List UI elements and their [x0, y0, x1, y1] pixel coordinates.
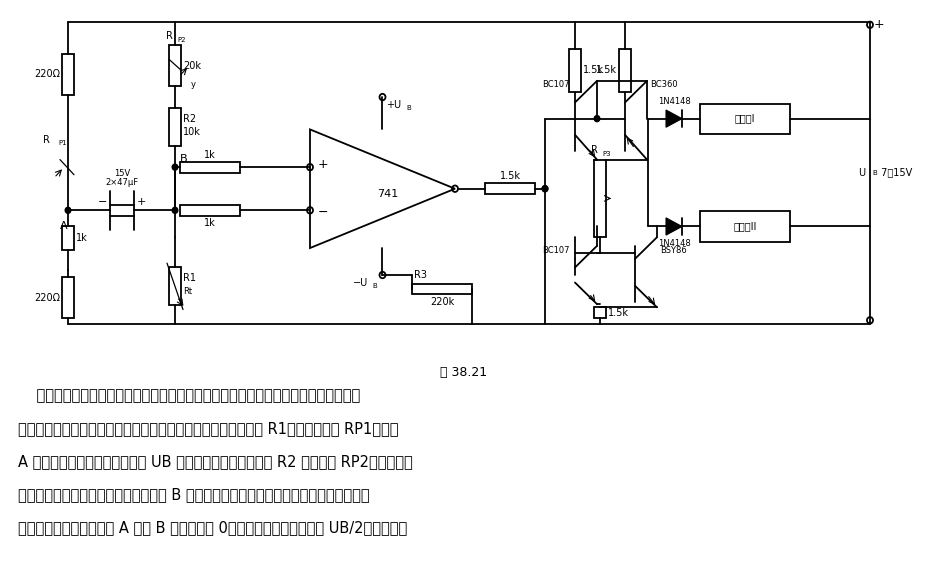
Text: 1.5k: 1.5k	[607, 308, 629, 318]
Text: BC107: BC107	[542, 246, 569, 255]
Text: 15V: 15V	[114, 169, 130, 178]
Text: 220Ω: 220Ω	[34, 69, 60, 79]
Text: 1.5k: 1.5k	[582, 65, 603, 75]
Text: 该电路由运算放大器及后接开关晶体管放大器和继电器线圈构成。运算放大器输入电: 该电路由运算放大器及后接开关晶体管放大器和继电器线圈构成。运算放大器输入电	[18, 388, 360, 403]
Circle shape	[541, 186, 547, 192]
Text: BSY86: BSY86	[659, 246, 686, 255]
Text: −U: −U	[352, 278, 367, 288]
Text: R: R	[43, 135, 50, 145]
Circle shape	[172, 164, 178, 170]
Text: 图 38.21: 图 38.21	[440, 366, 487, 379]
Text: P1: P1	[57, 141, 67, 146]
Text: 7～15V: 7～15V	[877, 168, 911, 177]
Text: 则是，它们与所采用的热敏电阻连接点 B 处的电位对于所测量的温度同样也是可调整的。: 则是，它们与所采用的热敏电阻连接点 B 处的电位对于所测量的温度同样也是可调整的…	[18, 487, 369, 502]
Text: BC360: BC360	[649, 80, 677, 88]
Text: 继电器II: 继电器II	[732, 222, 756, 231]
Text: 1.5k: 1.5k	[499, 171, 520, 181]
Text: 220k: 220k	[430, 297, 454, 307]
Text: U: U	[857, 168, 864, 177]
Text: A 点电位等于二分之一电源电压 UB 时桥路即调平衡了。电阻 R2 和电位器 RP2电阻选择原: A 点电位等于二分之一电源电压 UB 时桥路即调平衡了。电阻 R2 和电位器 R…	[18, 454, 413, 469]
Text: 1N4148: 1N4148	[657, 96, 690, 106]
Bar	[169, 108, 181, 146]
Bar	[62, 277, 74, 318]
Text: R3: R3	[414, 270, 427, 280]
Text: 20k: 20k	[183, 61, 201, 71]
Text: R: R	[590, 145, 597, 156]
Text: −: −	[97, 197, 107, 207]
Circle shape	[541, 186, 547, 192]
Text: 2×47µF: 2×47µF	[106, 177, 138, 187]
Bar	[568, 49, 580, 92]
Text: 220Ω: 220Ω	[34, 293, 60, 302]
Circle shape	[593, 115, 599, 122]
Text: 继电器I: 继电器I	[734, 114, 755, 123]
Text: 路为电阻桥，其中一个分支上接具有正或负温度系数的热敏电阻 R1。利用电位器 RP1调整到: 路为电阻桥，其中一个分支上接具有正或负温度系数的热敏电阻 R1。利用电位器 RP…	[18, 421, 398, 436]
Text: B: B	[406, 104, 411, 111]
Bar	[180, 162, 240, 173]
Text: 这样，在桥路电压平衡时 A 点和 B 点电位差为 0。两点相对地的电位均为 UB/2。如果电位: 这样，在桥路电压平衡时 A 点和 B 点电位差为 0。两点相对地的电位均为 UB…	[18, 520, 407, 535]
Text: R2: R2	[183, 114, 196, 123]
Bar	[169, 267, 181, 305]
Text: 1k: 1k	[76, 234, 88, 243]
Text: Rt: Rt	[183, 286, 192, 296]
Bar	[618, 49, 630, 92]
Text: 1.5k: 1.5k	[595, 65, 616, 75]
Bar	[593, 307, 605, 318]
Bar	[180, 205, 240, 216]
Bar	[62, 54, 74, 95]
Text: +: +	[873, 18, 883, 32]
Text: y: y	[191, 80, 196, 88]
Text: 1k: 1k	[204, 218, 216, 228]
Text: +: +	[137, 197, 146, 207]
Text: B: B	[180, 154, 187, 164]
Text: A: A	[60, 221, 68, 231]
Text: 10k: 10k	[183, 127, 200, 137]
Bar	[593, 160, 605, 237]
Text: −: −	[318, 206, 328, 219]
Circle shape	[172, 207, 178, 214]
Circle shape	[65, 207, 70, 214]
Bar	[699, 211, 789, 242]
Text: +: +	[318, 158, 328, 172]
Text: P3: P3	[602, 152, 610, 157]
Text: 1N4148: 1N4148	[657, 239, 690, 249]
Text: 741: 741	[376, 189, 398, 199]
Text: B: B	[871, 170, 876, 176]
Polygon shape	[666, 218, 681, 235]
Text: P2: P2	[177, 37, 185, 43]
Text: R: R	[166, 31, 172, 41]
Text: B: B	[372, 282, 377, 289]
Text: 1k: 1k	[204, 150, 216, 160]
Polygon shape	[666, 110, 681, 127]
Text: +U: +U	[386, 100, 401, 110]
Bar	[413, 284, 472, 294]
Bar	[169, 45, 181, 86]
Text: R1: R1	[183, 273, 196, 283]
Bar	[485, 183, 535, 194]
Bar	[62, 227, 74, 250]
Bar	[699, 103, 789, 134]
Text: BC107: BC107	[542, 80, 569, 88]
